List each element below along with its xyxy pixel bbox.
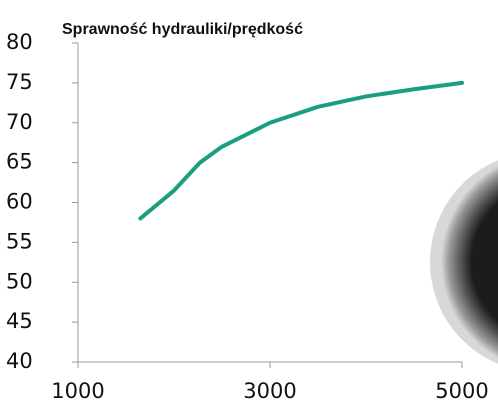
chart: Sprawność hydrauliki/prędkość 40 45 50 55 60… bbox=[0, 0, 498, 409]
chart-title: Sprawność hydrauliki/prędkość bbox=[62, 21, 303, 38]
y-tick-label: 45 bbox=[6, 309, 33, 333]
x-tick-label: 1000 bbox=[51, 379, 104, 403]
x-tick-label: 3000 bbox=[243, 379, 296, 403]
y-tick-label: 80 bbox=[6, 30, 33, 54]
page: {"chart_data": {"type": "line", "title":… bbox=[0, 0, 498, 409]
x-tick-label: 5000 bbox=[435, 379, 488, 403]
y-tick-label: 60 bbox=[6, 190, 33, 214]
y-tick-label: 65 bbox=[6, 150, 33, 174]
y-tick-label: 70 bbox=[6, 110, 33, 134]
y-tick-label: 50 bbox=[6, 269, 33, 293]
decorative-sphere bbox=[430, 152, 498, 372]
y-tick-label: 75 bbox=[6, 70, 33, 94]
line-series bbox=[140, 83, 462, 219]
y-tick-label: 40 bbox=[6, 349, 33, 373]
y-tick-label: 55 bbox=[6, 229, 33, 253]
